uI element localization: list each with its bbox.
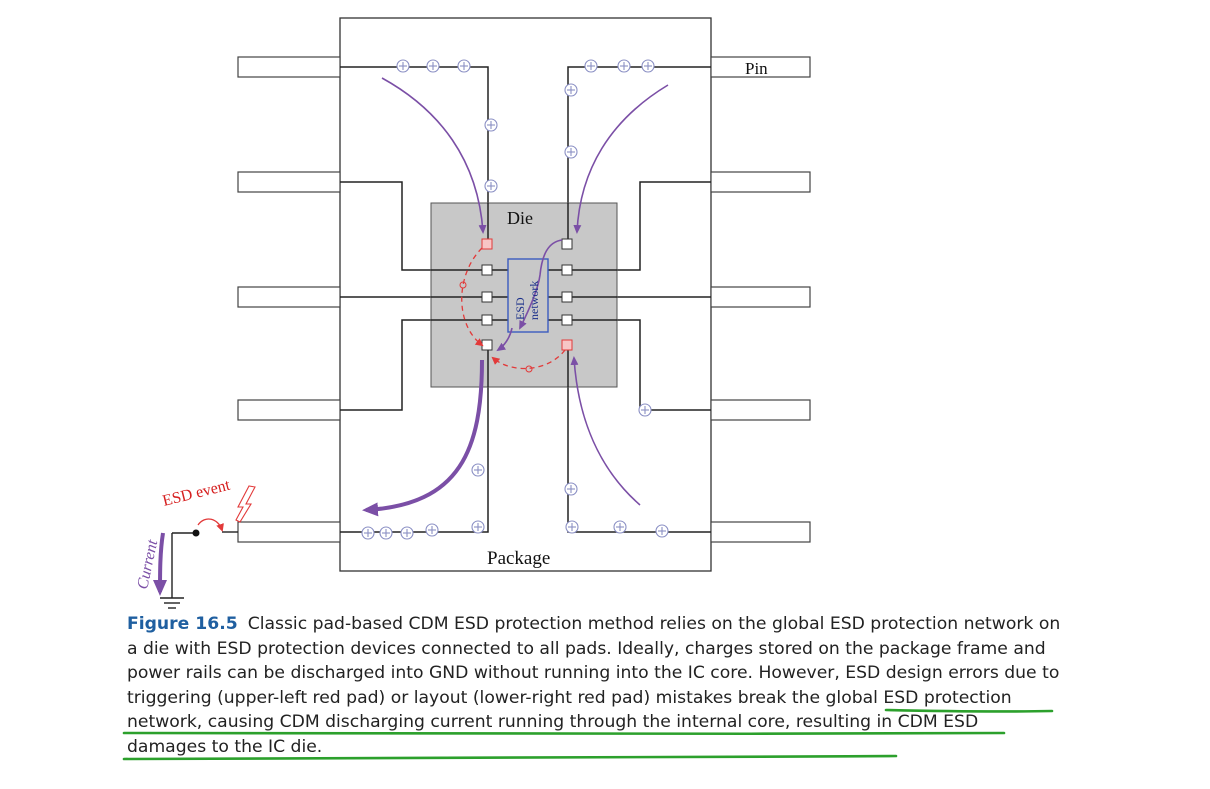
pin (710, 399, 811, 421)
pin (237, 56, 341, 78)
purple-arrows (381, 77, 669, 506)
switch-node (192, 529, 200, 537)
pad (561, 291, 573, 303)
pad (481, 264, 493, 276)
figure-caption: Figure 16.5 Classic pad-based CDM ESD pro… (127, 612, 1062, 759)
pin (710, 521, 811, 543)
figure-number: Figure 16.5 (127, 614, 238, 634)
die-pads (481, 238, 573, 351)
caption-text-end: resulting in CDM ESD damages to the IC d… (127, 712, 979, 757)
pad (481, 291, 493, 303)
red-charge-marks (459, 281, 533, 373)
pad (561, 238, 573, 250)
pin (710, 171, 811, 193)
current-label: Current (134, 538, 161, 591)
faulty-current-path (461, 247, 566, 370)
right-pins (710, 56, 811, 543)
esd-figure: Pin Die Package ESD network ESD event Cu… (134, 17, 811, 609)
esd-network-box (507, 258, 549, 333)
pad-red-lower-right (561, 339, 573, 351)
current-arrow (153, 532, 168, 596)
esd-event-source (160, 531, 238, 609)
pad (561, 314, 573, 326)
pin (237, 399, 341, 421)
die-label: Die (507, 208, 533, 228)
pin (237, 171, 341, 193)
pin-label: Pin (745, 59, 768, 78)
pad (481, 339, 493, 351)
caption-text-highlight: ESD design errors due to triggering (upp… (127, 663, 1060, 732)
esd-network-line2: network (527, 281, 541, 320)
lightning-icon (235, 485, 256, 523)
pin (710, 286, 811, 308)
switch-arrow (197, 518, 224, 532)
main-discharge-arrow (362, 359, 484, 517)
esd-network-line1: ESD (513, 297, 527, 320)
pad (481, 314, 493, 326)
package-label: Package (487, 548, 550, 569)
caption-text-start: Classic pad-based CDM ESD protection met… (127, 614, 1061, 683)
pad-red-upper-left (481, 238, 493, 250)
left-pins (237, 56, 341, 543)
pin (237, 286, 341, 308)
pin (237, 521, 341, 543)
esd-event-label: ESD event (161, 477, 232, 510)
pad (561, 264, 573, 276)
esd-network-label: ESD network (513, 281, 541, 320)
